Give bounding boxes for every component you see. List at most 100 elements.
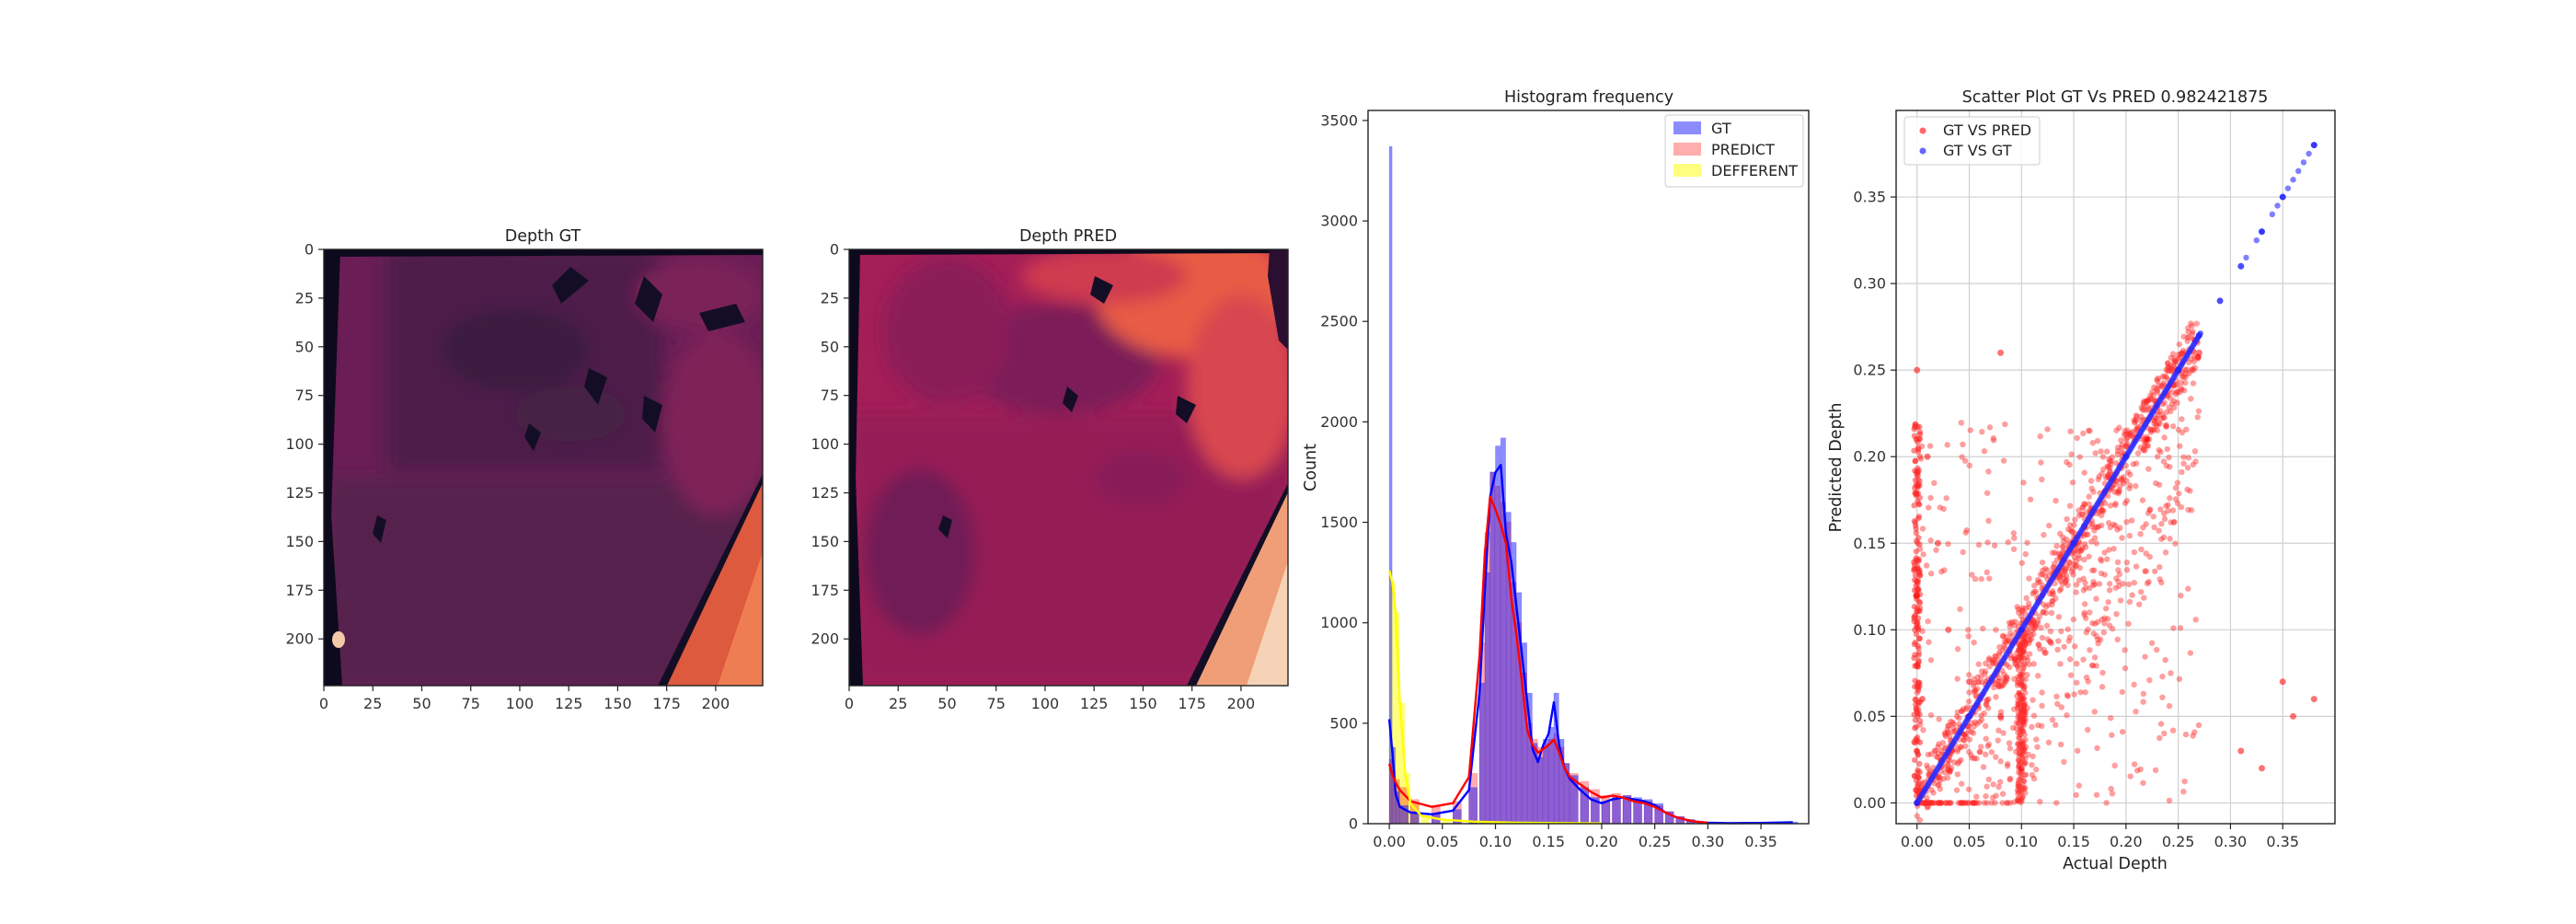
scatter-cloud-point [2099,670,2105,676]
scatter-cloud-point [2157,449,2163,455]
scatter-cloud-point [1916,769,1922,775]
histogram-ytick-label: 3000 [1320,213,1358,230]
scatter-cloud-point [1915,653,1921,658]
scatter-cloud-point [2132,761,2137,767]
scatter-cloud-point [1986,575,1992,581]
scatter-cloud-point [2105,616,2110,621]
scatter-cloud-point [2039,689,2044,695]
scatter-cloud-point [2138,589,2144,595]
scatter-cloud-point [1976,800,1982,805]
depth-pred-xtick-label: 150 [1129,695,1157,712]
scatter-cloud-point [1997,758,2003,764]
depth-pred-xtick-label: 175 [1178,695,1206,712]
scatter-cloud-point [2090,489,2096,494]
scatter-xtick-label: 0.35 [2266,833,2299,850]
scatter-cloud-point [1960,442,1965,447]
scatter-cloud-point [2035,673,2041,678]
scatter-cloud-point [2173,360,2179,365]
scatter-cloud-point [2017,717,2022,722]
scatter-point-gt-vs-gt [2254,237,2260,243]
scatter-cloud-point [2067,429,2073,434]
scatter-cloud-point [1930,790,1936,795]
scatter-point-gt-vs-pred [1919,696,1926,702]
depth-pred-ytick-label: 150 [811,533,839,550]
scatter-cloud-point [2133,460,2139,466]
scatter-cloud-point [1995,728,2001,733]
depth-gt-xtick-label: 175 [652,695,681,712]
scatter-cloud-point [1997,779,2003,784]
scatter-title: Scatter Plot GT Vs PRED 0.982421875 [1962,88,2269,107]
histogram-ytick-label: 2000 [1320,413,1358,431]
scatter-cloud-point [1960,549,1965,555]
scatter-cloud-point [2161,731,2167,736]
scatter-cloud-point [2020,756,2026,761]
scatter-cloud-point [1986,777,1992,782]
scatter-cloud-point [1984,783,1989,789]
scatter-cloud-point [2016,710,2021,715]
depth-gt-xtick-label: 0 [319,695,328,712]
scatter-cloud-point [2108,502,2113,508]
scatter-cloud-point [2178,625,2183,630]
hist-bar-gt [1496,446,1501,824]
scatter-cloud-point [1920,727,1926,733]
scatter-cloud-point [2060,544,2065,549]
scatter-cloud-point [2007,745,2013,751]
scatter-cloud-point [1937,775,1942,780]
scatter-cloud-point [2011,535,2017,540]
legend-label-gt-vs-gt: GT VS GT [1943,142,2012,159]
scatter-cloud-point [2002,678,2007,684]
scatter-cloud-point [2074,792,2079,798]
scatter-cloud-point [1982,671,1987,676]
scatter-cloud-point [1993,627,1998,632]
scatter-cloud-point [2094,792,2099,798]
scatter-cloud-point [2192,364,2198,370]
scatter-cloud-point [2127,599,2133,605]
scatter-cloud-point [2032,622,2038,628]
scatter-cloud-point [1968,427,1973,433]
scatter-cloud-point [2105,599,2110,605]
scatter-cloud-point [2087,585,2092,591]
scatter-cloud-point [2077,454,2083,459]
legend-label-gt-vs-pred: GT VS PRED [1943,121,2031,139]
scatter-cloud-point [2005,761,2010,767]
scatter-cloud-point [2011,547,2017,552]
scatter-cloud-point [1982,800,1987,805]
scatter-cloud-point [2103,800,2109,805]
scatter-cloud-point [2031,661,2037,666]
depth-pred-ytick-label: 200 [811,630,839,648]
scatter-panel: Scatter Plot GT Vs PRED 0.982421875 Actu… [1827,88,2335,873]
scatter-cloud-point [2124,498,2130,503]
scatter-cloud-point [2181,779,2187,784]
scatter-cloud-point [2070,479,2076,485]
legend-marker-gt-vs-gt [1920,148,1926,155]
scatter-cloud-point [2002,422,2007,427]
scatter-cloud-point [2120,729,2125,734]
scatter-cloud-point [2065,626,2071,631]
scatter-cloud-point [2006,539,2011,545]
scatter-cloud-point [2142,653,2147,659]
scatter-cloud-point [2023,595,2029,601]
scatter-point-gt-vs-gt [2280,194,2285,200]
scatter-cloud-point [2133,709,2138,714]
depth-pred-xtick-label: 25 [889,695,907,712]
scatter-cloud-point [2059,704,2064,710]
scatter-cloud-point [2030,754,2035,759]
scatter-cloud-point [2023,551,2029,557]
histogram-xtick-label: 0.20 [1585,833,1618,850]
scatter-cloud-point [2167,703,2172,709]
scatter-cloud-point [1936,716,1941,722]
scatter-cloud-point [1983,752,1988,757]
scatter-cloud-point [2007,800,2013,805]
scatter-cloud-point [2058,742,2064,747]
scatter-cloud-point [1954,787,1960,792]
scatter-cloud-point [2024,540,2030,546]
scatter-cloud-point [2048,629,2053,634]
scatter-cloud-point [1914,549,1919,554]
scatter-cloud-point [2147,506,2153,512]
scatter-cloud-point [1913,523,1918,528]
scatter-cloud-point [2093,595,2099,601]
scatter-cloud-point [1914,748,1919,754]
scatter-ytick-label: 0.25 [1853,362,1886,379]
scatter-cloud-point [1912,604,1917,609]
